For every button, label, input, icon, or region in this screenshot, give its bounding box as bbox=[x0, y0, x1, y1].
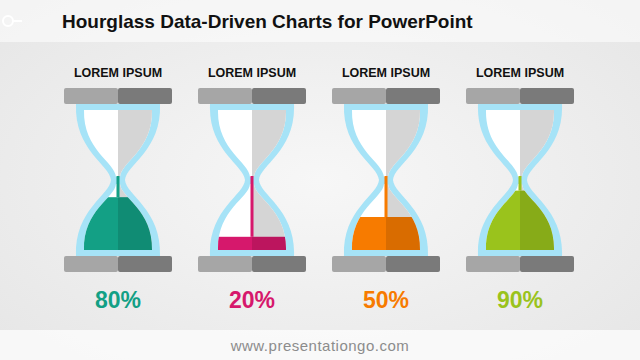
plot-area bbox=[212, 237, 292, 250]
top-cap-shade bbox=[252, 88, 306, 104]
category-label: LOREM IPSUM bbox=[342, 66, 430, 80]
top-cap-shade bbox=[386, 88, 440, 104]
bottom-cap-shade bbox=[386, 256, 440, 272]
top-bulb-shade bbox=[252, 105, 292, 185]
background bbox=[0, 0, 640, 360]
data-label: 80% bbox=[95, 287, 141, 313]
bottom-bulb-shade bbox=[118, 182, 158, 254]
bottom-cap bbox=[332, 256, 386, 272]
glass bbox=[210, 104, 294, 256]
hourglass: LOREM IPSUM 50% bbox=[332, 66, 440, 313]
category-label: LOREM IPSUM bbox=[208, 66, 296, 80]
data-label: 90% bbox=[497, 287, 543, 313]
sand-stream bbox=[117, 176, 120, 197]
bottom-bulb-shade bbox=[252, 182, 292, 254]
top-cap bbox=[198, 88, 252, 104]
glass bbox=[478, 104, 562, 256]
title: Hourglass Data-Driven Charts for PowerPo… bbox=[62, 11, 473, 32]
sand-fill-shade bbox=[118, 197, 158, 250]
sand-stream bbox=[385, 176, 388, 217]
sand-fill bbox=[78, 197, 158, 250]
data-label: 50% bbox=[363, 287, 409, 313]
title-bar bbox=[0, 0, 640, 42]
chart: Hourglass Data-Driven Charts for PowerPo… bbox=[0, 0, 640, 360]
bottom-cap-shade bbox=[252, 256, 306, 272]
plot-area bbox=[346, 217, 426, 250]
top-cap bbox=[466, 88, 520, 104]
bottom-bulb-shade bbox=[386, 182, 426, 254]
plot-area bbox=[78, 197, 158, 250]
top-bulb-shade bbox=[118, 105, 158, 185]
sand-stream bbox=[251, 176, 254, 237]
sand-fill bbox=[212, 237, 292, 250]
top-cap bbox=[64, 88, 118, 104]
sand-fill-shade bbox=[386, 217, 426, 250]
sand-stream bbox=[519, 176, 522, 191]
bottom-bulb-shade bbox=[520, 182, 560, 254]
bottom-cap-shade bbox=[118, 256, 172, 272]
data-label: 20% bbox=[229, 287, 275, 313]
glass bbox=[76, 104, 160, 256]
footer-text: www.presentationgo.com bbox=[230, 337, 410, 354]
title-icon bbox=[3, 16, 13, 26]
top-cap-shade bbox=[520, 88, 574, 104]
sand-fill-shade bbox=[520, 191, 560, 250]
glass bbox=[344, 104, 428, 256]
bottom-cap-shade bbox=[520, 256, 574, 272]
top-bulb-shade bbox=[386, 105, 426, 185]
bottom-cap bbox=[198, 256, 252, 272]
hourglass: LOREM IPSUM 20% bbox=[198, 66, 306, 313]
category-label: LOREM IPSUM bbox=[74, 66, 162, 80]
sand-fill bbox=[346, 217, 426, 250]
hourglass: LOREM IPSUM 80% bbox=[64, 66, 172, 313]
sand-fill bbox=[480, 191, 560, 250]
footer-bar bbox=[0, 330, 640, 360]
top-cap-shade bbox=[118, 88, 172, 104]
bottom-cap bbox=[64, 256, 118, 272]
title-icon-line bbox=[13, 20, 22, 22]
hourglass: LOREM IPSUM 90% bbox=[466, 66, 574, 313]
top-bulb-shade bbox=[520, 105, 560, 185]
plot-area bbox=[480, 191, 560, 250]
category-label: LOREM IPSUM bbox=[476, 66, 564, 80]
top-cap bbox=[332, 88, 386, 104]
bottom-cap bbox=[466, 256, 520, 272]
sand-fill-shade bbox=[252, 237, 292, 250]
